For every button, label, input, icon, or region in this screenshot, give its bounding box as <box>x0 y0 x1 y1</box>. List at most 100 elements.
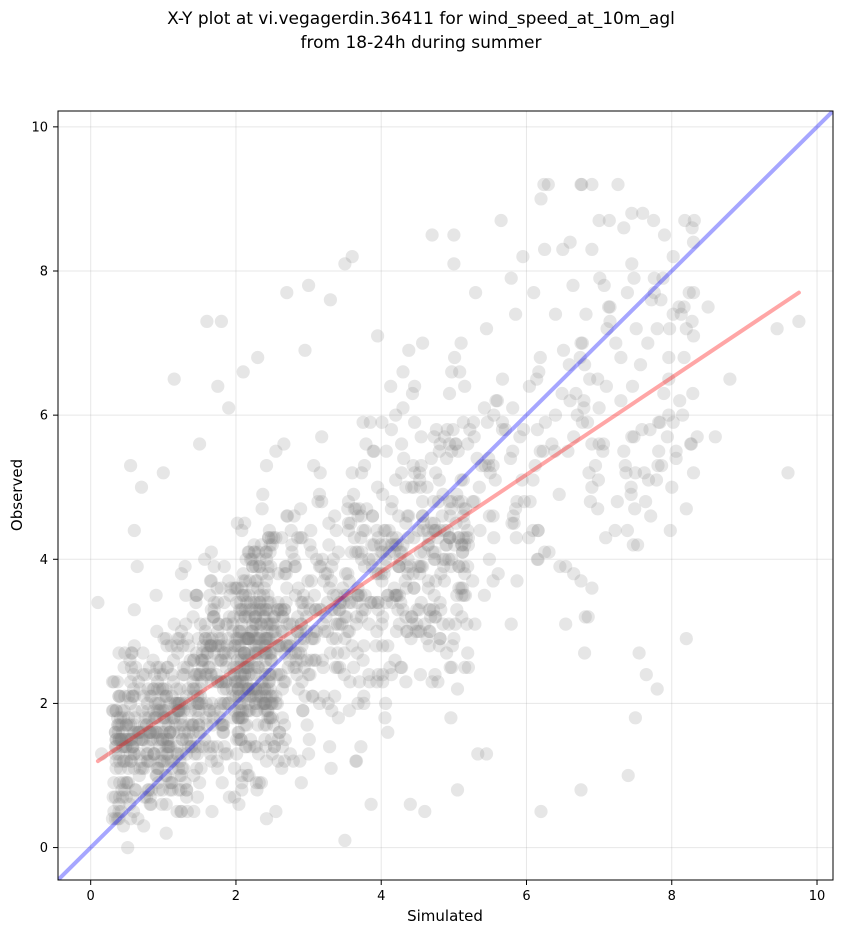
scatter-point <box>249 653 263 667</box>
scatter-point <box>123 732 137 747</box>
scatter-point <box>316 660 330 675</box>
scatter-point <box>252 639 266 653</box>
scatter-point <box>259 574 274 588</box>
scatter-point <box>328 603 342 617</box>
scatter-point <box>119 732 133 747</box>
scatter-point <box>552 487 566 501</box>
scatter-point <box>129 732 143 747</box>
scatter-point <box>164 754 178 768</box>
scatter-point <box>242 668 256 682</box>
scatter-point <box>188 747 202 761</box>
scatter-point <box>166 653 181 667</box>
scatter-point <box>362 617 376 631</box>
x-tick-label: 2 <box>232 889 240 904</box>
scatter-point <box>109 732 123 747</box>
scatter-point <box>265 696 279 711</box>
scatter-point <box>113 711 128 725</box>
scatter-point <box>397 451 411 465</box>
scatter-point <box>156 732 170 747</box>
scatter-point <box>431 675 445 689</box>
scatter-point <box>427 552 441 566</box>
scatter-point <box>461 437 475 451</box>
scatter-point <box>259 632 273 646</box>
scatter-point <box>239 740 253 754</box>
scatter-point <box>687 213 701 228</box>
scatter-point <box>280 639 294 653</box>
scatter-point <box>461 660 475 675</box>
scatter-point <box>235 617 249 631</box>
scatter-point <box>315 495 329 509</box>
scatter-point <box>198 732 212 747</box>
scatter-point <box>232 624 246 639</box>
scatter-point <box>169 718 183 732</box>
scatter-point <box>249 668 263 682</box>
scatter-point <box>433 632 447 646</box>
scatter-point <box>214 704 228 718</box>
scatter-point <box>342 624 356 639</box>
scatter-point <box>578 610 592 624</box>
scatter-point <box>301 595 315 610</box>
scatter-point <box>209 668 223 682</box>
scatter-point <box>636 206 650 220</box>
scatter-point <box>140 718 154 732</box>
scatter-point <box>108 725 122 739</box>
scatter-point <box>294 617 308 631</box>
scatter-point <box>439 538 453 552</box>
scatter-point <box>351 696 365 711</box>
scatter-point <box>633 358 648 372</box>
scatter-point <box>111 711 125 725</box>
scatter-point <box>222 646 236 660</box>
scatter-point <box>330 588 344 602</box>
scatter-point <box>198 624 212 639</box>
scatter-point <box>413 466 427 480</box>
scatter-point <box>240 704 254 718</box>
scatter-point <box>283 632 297 646</box>
scatter-point <box>260 639 274 653</box>
scatter-point <box>109 732 123 747</box>
scatter-point <box>238 740 252 754</box>
scatter-point <box>238 646 252 660</box>
scatter-point <box>259 696 273 711</box>
scatter-point <box>468 617 482 631</box>
scatter-point <box>437 430 451 444</box>
data-points <box>91 177 806 855</box>
scatter-point <box>503 451 518 465</box>
scatter-point <box>295 531 309 545</box>
scatter-point <box>241 632 255 646</box>
scatter-point <box>141 704 155 718</box>
scatter-point <box>603 314 617 328</box>
scatter-point <box>181 682 195 696</box>
scatter-point <box>239 682 253 696</box>
scatter-point <box>186 725 200 739</box>
scatter-point <box>112 732 126 747</box>
scatter-point <box>450 783 465 797</box>
scatter-point <box>195 660 210 675</box>
scatter-point <box>145 732 159 747</box>
scatter-point <box>233 595 247 610</box>
scatter-point <box>192 718 206 732</box>
scatter-point <box>176 718 190 732</box>
scatter-point <box>231 682 245 696</box>
scatter-point <box>263 632 277 646</box>
scatter-point <box>306 632 320 646</box>
scatter-point <box>259 459 274 473</box>
scatter-point <box>306 689 320 703</box>
scatter-point <box>333 660 347 675</box>
scatter-point <box>190 646 204 660</box>
scatter-point <box>345 639 359 653</box>
scatter-point <box>591 372 605 386</box>
scatter-point <box>426 603 441 617</box>
scatter-point <box>187 653 201 667</box>
scatter-point <box>275 682 289 696</box>
scatter-point <box>258 696 272 711</box>
scatter-point <box>324 574 338 588</box>
scatter-point <box>482 451 496 465</box>
scatter-point <box>265 617 279 631</box>
scatter-point <box>258 732 272 747</box>
scatter-point <box>254 689 268 703</box>
scatter-point <box>455 588 469 602</box>
scatter-point <box>446 423 460 437</box>
scatter-point <box>275 761 289 775</box>
scatter-point <box>400 624 414 639</box>
scatter-point <box>232 689 246 703</box>
